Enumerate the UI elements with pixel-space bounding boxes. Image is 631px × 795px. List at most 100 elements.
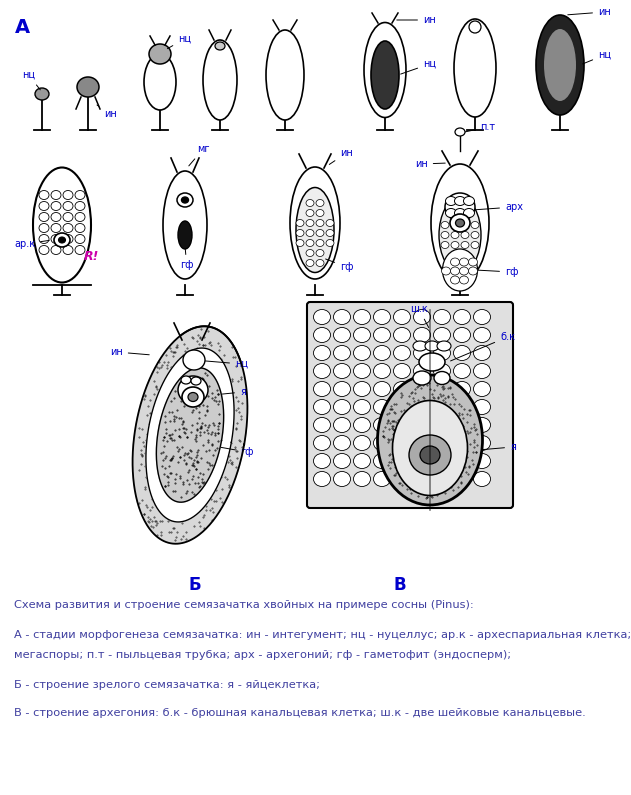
- Text: нц: нц: [582, 50, 611, 64]
- Ellipse shape: [374, 400, 391, 414]
- Ellipse shape: [433, 382, 451, 397]
- Text: нц: нц: [22, 70, 40, 90]
- Text: ин: ин: [329, 148, 353, 165]
- Ellipse shape: [377, 375, 483, 505]
- Ellipse shape: [473, 309, 490, 324]
- Ellipse shape: [461, 242, 469, 249]
- Ellipse shape: [413, 400, 430, 414]
- Ellipse shape: [296, 239, 304, 246]
- Ellipse shape: [468, 258, 478, 266]
- Ellipse shape: [290, 167, 340, 279]
- Ellipse shape: [441, 222, 449, 228]
- Ellipse shape: [468, 267, 478, 275]
- Ellipse shape: [51, 191, 61, 200]
- Ellipse shape: [433, 346, 451, 360]
- Ellipse shape: [445, 193, 475, 221]
- Ellipse shape: [149, 44, 171, 64]
- Ellipse shape: [353, 382, 370, 397]
- Ellipse shape: [314, 309, 331, 324]
- Ellipse shape: [314, 417, 331, 432]
- Polygon shape: [133, 326, 247, 544]
- Ellipse shape: [75, 223, 85, 232]
- Ellipse shape: [437, 341, 451, 351]
- Ellipse shape: [266, 30, 304, 120]
- Ellipse shape: [334, 382, 350, 397]
- Ellipse shape: [442, 267, 451, 275]
- Ellipse shape: [314, 436, 331, 451]
- Ellipse shape: [473, 328, 490, 343]
- Ellipse shape: [544, 29, 576, 101]
- Ellipse shape: [471, 222, 479, 228]
- Ellipse shape: [473, 363, 490, 378]
- Ellipse shape: [39, 201, 49, 211]
- Ellipse shape: [63, 246, 73, 254]
- Text: б.к: б.к: [451, 332, 515, 361]
- Ellipse shape: [326, 239, 334, 246]
- Ellipse shape: [451, 262, 459, 269]
- Text: п.т: п.т: [463, 122, 495, 133]
- Ellipse shape: [316, 200, 324, 207]
- Ellipse shape: [473, 453, 490, 468]
- Ellipse shape: [334, 328, 350, 343]
- Ellipse shape: [77, 77, 99, 97]
- Ellipse shape: [353, 417, 370, 432]
- Ellipse shape: [35, 88, 49, 100]
- Ellipse shape: [353, 309, 370, 324]
- Ellipse shape: [461, 231, 469, 238]
- Text: ин: ин: [568, 7, 611, 17]
- Ellipse shape: [420, 446, 440, 464]
- Ellipse shape: [51, 212, 61, 222]
- Text: я: я: [196, 387, 246, 397]
- Ellipse shape: [461, 211, 469, 219]
- Text: ин: ин: [97, 105, 117, 119]
- Ellipse shape: [473, 417, 490, 432]
- Ellipse shape: [178, 376, 208, 404]
- Ellipse shape: [425, 341, 439, 351]
- Ellipse shape: [371, 41, 399, 109]
- Ellipse shape: [394, 400, 411, 414]
- Ellipse shape: [413, 436, 430, 451]
- Text: В - строение архегония: б.к - брюшная канальцевая клетка; ш.к - две шейковые кан: В - строение архегония: б.к - брюшная ка…: [14, 708, 586, 718]
- Ellipse shape: [306, 250, 314, 257]
- Ellipse shape: [326, 230, 334, 236]
- Ellipse shape: [75, 235, 85, 243]
- Ellipse shape: [394, 363, 411, 378]
- Ellipse shape: [39, 235, 49, 243]
- Ellipse shape: [75, 201, 85, 211]
- Ellipse shape: [306, 230, 314, 236]
- Ellipse shape: [413, 453, 430, 468]
- Ellipse shape: [451, 222, 459, 228]
- Ellipse shape: [471, 231, 479, 238]
- Ellipse shape: [353, 453, 370, 468]
- Ellipse shape: [451, 211, 459, 219]
- Ellipse shape: [413, 341, 427, 351]
- Ellipse shape: [433, 417, 451, 432]
- Ellipse shape: [314, 453, 331, 468]
- Ellipse shape: [433, 453, 451, 468]
- Ellipse shape: [394, 471, 411, 487]
- Ellipse shape: [334, 309, 350, 324]
- Ellipse shape: [433, 436, 451, 451]
- Ellipse shape: [473, 400, 490, 414]
- Ellipse shape: [419, 353, 445, 371]
- Ellipse shape: [413, 346, 430, 360]
- Ellipse shape: [326, 219, 334, 227]
- Ellipse shape: [306, 200, 314, 207]
- Ellipse shape: [314, 471, 331, 487]
- Ellipse shape: [413, 471, 430, 487]
- Ellipse shape: [451, 201, 459, 208]
- Ellipse shape: [431, 164, 489, 282]
- Ellipse shape: [451, 258, 459, 266]
- Ellipse shape: [454, 346, 471, 360]
- Ellipse shape: [144, 54, 176, 110]
- Ellipse shape: [188, 393, 198, 401]
- Text: Б: Б: [189, 576, 201, 594]
- Text: ин: ин: [397, 15, 436, 25]
- Ellipse shape: [163, 171, 207, 279]
- Ellipse shape: [334, 346, 350, 360]
- Ellipse shape: [450, 214, 470, 232]
- Ellipse shape: [454, 471, 471, 487]
- Text: А - стадии морфогенеза семязачатка: ин - интегумент; нц - нуцеллус; ар.к - архес: А - стадии морфогенеза семязачатка: ин -…: [14, 630, 631, 640]
- Ellipse shape: [473, 382, 490, 397]
- Ellipse shape: [51, 201, 61, 211]
